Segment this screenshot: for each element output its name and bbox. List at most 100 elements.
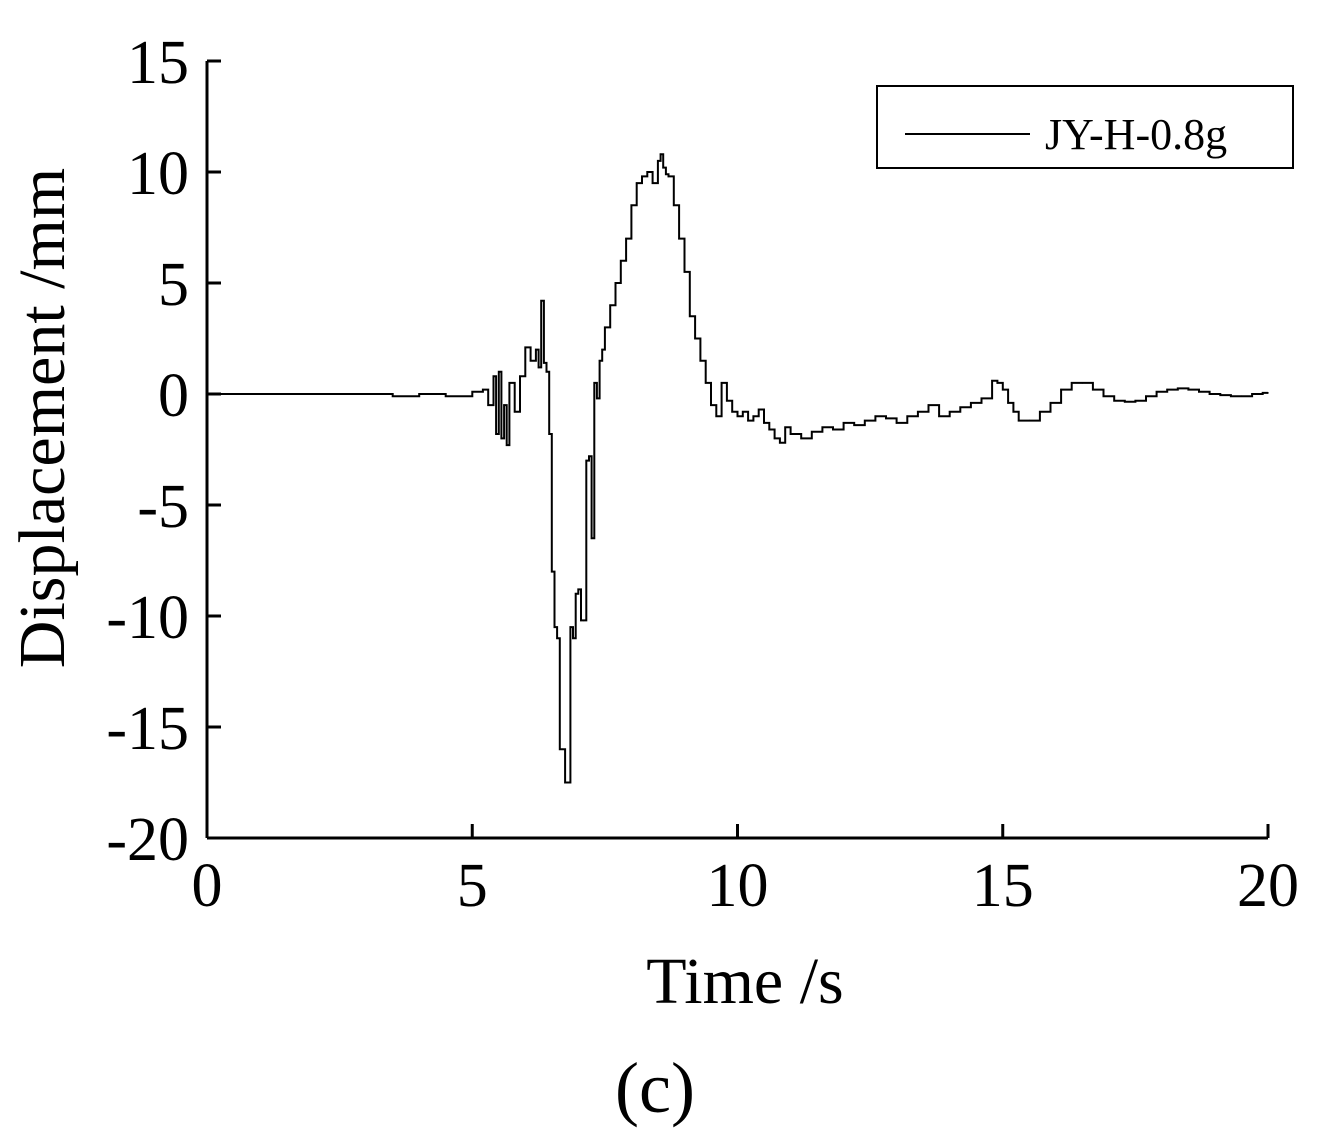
data-point <box>996 382 999 384</box>
data-point <box>596 397 598 400</box>
data-point <box>492 375 495 378</box>
series-layer <box>206 153 1269 784</box>
data-point <box>1187 388 1190 391</box>
data-point <box>853 424 855 426</box>
data-point <box>1208 393 1211 395</box>
data-point <box>630 204 633 207</box>
data-point <box>577 588 580 591</box>
x-tick-label: 0 <box>192 852 223 920</box>
data-point <box>471 391 474 393</box>
y-tick-label: -20 <box>106 806 189 874</box>
data-point <box>821 426 824 429</box>
data-point <box>678 237 680 240</box>
data-point <box>206 393 208 395</box>
data-point <box>885 417 887 420</box>
data-point <box>604 326 606 329</box>
data-point <box>614 282 617 284</box>
data-point <box>874 415 877 418</box>
legend: JY-H-0.8g <box>876 85 1294 169</box>
data-point <box>1177 387 1179 390</box>
data-point <box>569 626 572 628</box>
data-point <box>572 637 574 639</box>
data-point <box>736 415 739 418</box>
data-point <box>662 166 664 169</box>
data-point <box>895 422 898 424</box>
y-tick-label: -10 <box>106 584 189 652</box>
data-point <box>590 537 593 540</box>
data-point <box>620 260 622 262</box>
data-point <box>726 399 728 402</box>
x-tick-label: 20 <box>1237 852 1299 920</box>
data-point <box>1166 388 1168 391</box>
data-point <box>683 271 686 273</box>
data-point <box>537 366 540 369</box>
x-tick-label: 15 <box>972 852 1034 920</box>
data-point <box>842 422 845 424</box>
data-point <box>659 153 662 155</box>
data-point <box>665 173 667 175</box>
data-point <box>513 411 516 413</box>
data-point <box>667 175 670 178</box>
data-point <box>524 346 527 349</box>
data-point <box>582 619 585 622</box>
data-point <box>529 359 532 362</box>
data-point <box>535 348 537 351</box>
data-point <box>561 748 564 750</box>
data-point <box>500 437 503 440</box>
data-point <box>694 337 696 340</box>
data-point <box>715 415 718 418</box>
data-point <box>593 382 596 384</box>
data-point <box>505 444 508 446</box>
data-point <box>779 442 781 444</box>
data-point <box>553 626 556 628</box>
data-point <box>365 393 367 395</box>
data-point <box>1049 402 1052 404</box>
data-point <box>710 404 712 406</box>
data-point <box>487 404 490 406</box>
data-point <box>657 160 659 162</box>
data-point <box>556 637 558 639</box>
data-point <box>1028 419 1031 422</box>
data-point <box>811 430 813 433</box>
data-point <box>768 428 771 431</box>
data-point <box>991 379 993 382</box>
data-point <box>1012 411 1015 413</box>
data-point <box>1102 395 1105 398</box>
data-point <box>641 175 643 178</box>
data-point <box>980 397 983 400</box>
data-point <box>418 393 421 395</box>
data-point <box>784 426 786 429</box>
data-point <box>917 411 919 413</box>
data-point <box>948 411 951 413</box>
y-tick-label: -5 <box>137 473 189 541</box>
data-point <box>763 422 765 424</box>
data-point <box>906 415 909 418</box>
x-tick-label: 5 <box>457 852 488 920</box>
data-point <box>551 570 553 573</box>
data-point <box>800 437 802 440</box>
data-point <box>1145 395 1147 398</box>
data-point <box>391 395 394 398</box>
data-point <box>742 411 744 413</box>
data-point <box>566 781 569 784</box>
data-point <box>1081 382 1084 384</box>
data-point <box>704 382 707 384</box>
data-point <box>559 748 561 750</box>
panel-label: (c) <box>615 1048 695 1128</box>
y-tick-label: 10 <box>127 140 189 208</box>
data-point <box>574 593 577 595</box>
data-point <box>508 382 511 384</box>
data-point <box>495 433 497 435</box>
data-point <box>580 619 582 622</box>
data-point <box>789 433 792 435</box>
data-point <box>540 300 542 302</box>
data-point <box>635 182 638 184</box>
data-point <box>519 375 521 378</box>
data-point <box>689 315 691 318</box>
y-tick-label: 0 <box>158 362 189 430</box>
data-point <box>1240 395 1243 398</box>
y-tick-label: 15 <box>127 29 189 97</box>
legend-box <box>876 85 1294 169</box>
data-point <box>444 395 447 398</box>
